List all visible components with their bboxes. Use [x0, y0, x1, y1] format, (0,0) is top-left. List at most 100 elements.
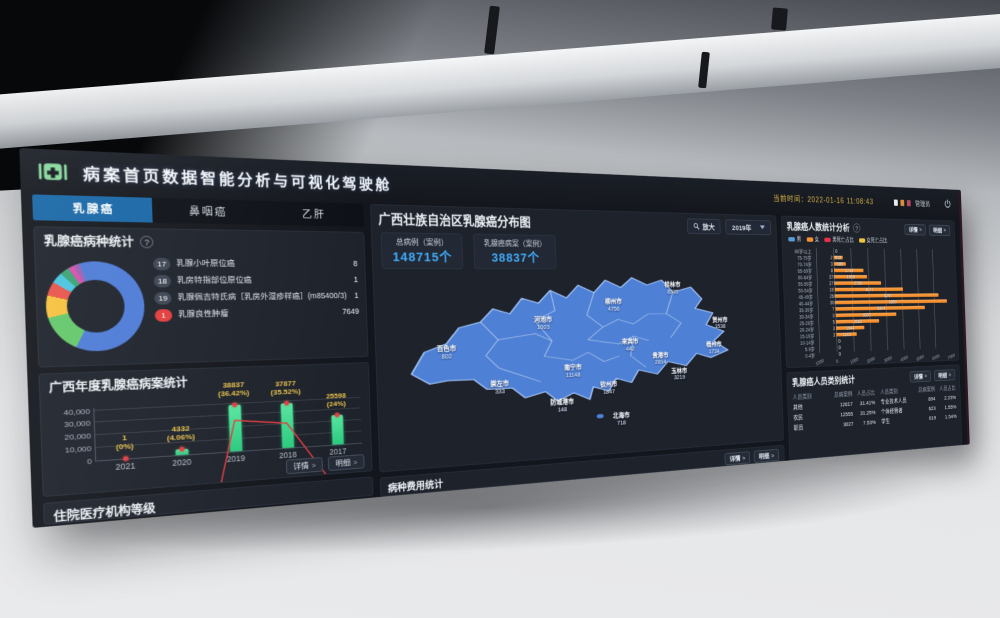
percent-cell: 7.53% [863, 418, 876, 426]
detail-button[interactable]: 明细 > [934, 368, 956, 381]
legend-label: 男死亡占比 [832, 236, 854, 244]
arrow-icon: > [311, 460, 316, 470]
male-value-label: 19 [829, 287, 834, 293]
x-tick-label: 7000 [947, 353, 956, 361]
map-zoom-button[interactable]: 放大 [687, 217, 721, 234]
annual-plot-area: 0 10,000 20,000 30,000 40,000 1 (0%) 2021 4332 (4… [63, 379, 363, 462]
female-value-label: 1193 [842, 331, 851, 338]
legend-item: 19 乳腺佩吉特氏病［乳房外湿疹样癌］(m85400/3) 1 [154, 291, 359, 305]
arrow-icon: > [924, 372, 927, 380]
arrow-icon: > [919, 226, 922, 233]
category-cell: 职员 [793, 423, 804, 432]
cases-cell: 623 [928, 404, 936, 412]
disease-stats-panel: 乳腺癌病种统计 ? 17 乳腺小叶原位癌 8 18 乳房特指部位原位癌 1 19 乳腺佩吉特氏… [33, 226, 369, 368]
y-axis-label: 20,000 [64, 431, 92, 442]
female-value-label: 1906 [846, 274, 855, 280]
detail-button[interactable]: 明细 > [753, 448, 780, 463]
tab-乙肝[interactable]: 乙肝 [301, 209, 326, 221]
percent-cell: 31.25% [860, 408, 876, 417]
button-label: 明细 [933, 226, 943, 234]
arrow-icon: > [771, 451, 775, 459]
legend-label: 乳腺良性肿瘤 [178, 308, 229, 319]
age-panel-title: 乳腺癌人数统计分析 [786, 221, 850, 234]
detail-button[interactable]: 详情 > [724, 451, 751, 466]
female-value-label: 3630 [862, 312, 871, 318]
current-time: 当前时间：2022-01-16 11:08:43 [772, 193, 874, 207]
male-value-label: 5 [832, 319, 835, 325]
bar-value-label: 38837 (36.42%) [217, 380, 250, 399]
percent-cell: 1.54% [944, 412, 957, 420]
legend-badge: 19 [154, 292, 172, 305]
dashboard-body: 乳腺癌 鼻咽癌 乙肝 乳腺癌病种统计 ? 17 乳腺小叶原位癌 8 18 乳房特指部位原位癌… [21, 192, 967, 528]
category-stats-panel: 乳腺癌人员类别统计 详情 > 明细 > 人员类别 总病案例 人员占比 其他 12617 31.4… [786, 364, 963, 461]
disease-panel-title: 乳腺癌病种统计 [43, 234, 135, 250]
header-bar: 病案首页数据智能分析与可视化驾驶舱 当前时间：2022-01-16 11:08:… [19, 148, 960, 220]
y-axis-label: 40,000 [63, 406, 91, 417]
cases-cell: 619 [928, 414, 937, 421]
age-pyramid-chart: 80岁以上 0 75-79岁 532 2 70-74岁 689 3 65-69岁 1734 8 60-… [786, 247, 956, 367]
female-value-label: 0 [835, 248, 838, 254]
col-header: 总病案例 [918, 385, 936, 393]
brand-logo: 管理员 [894, 197, 930, 208]
legend-label: 乳房特指部位原位癌 [176, 275, 252, 285]
male-value-label: 26 [829, 293, 834, 299]
male-value-label: 27 [829, 280, 834, 286]
power-icon[interactable] [943, 199, 952, 210]
button-label: 详情 [913, 372, 923, 380]
help-icon[interactable]: ? [852, 223, 861, 233]
category-cell: 学生 [881, 417, 891, 425]
brand-glyph [907, 199, 911, 206]
legend-item: 男 [788, 235, 801, 243]
female-value-label: 0 [838, 351, 842, 357]
app-logo-icon [35, 158, 70, 184]
x-tick-label: 2000 [866, 356, 876, 365]
legend-swatch [788, 236, 795, 242]
female-value-label: 5404 [877, 305, 886, 311]
legend-value: 7649 [342, 306, 360, 316]
col-header: 总病案例 [833, 390, 853, 398]
x-tick-label: 6000 [931, 353, 941, 362]
x-tick-label: 1000 [849, 357, 860, 366]
tab-乳腺癌[interactable]: 乳腺癌 [32, 194, 153, 223]
legend-item: 17 乳腺小叶原位癌 8 [152, 257, 358, 271]
category-table: 人员类别 总病案例 人员占比 专业技术人员 894 2.23% 个体经营者 623 1.55% 学… [880, 383, 957, 426]
button-label: 明细 [938, 371, 948, 379]
help-icon[interactable]: ? [139, 235, 154, 249]
detail-button[interactable]: 明细 > [928, 224, 951, 236]
legend-label: 乳腺佩吉特氏病［乳房外湿疹样癌］(m85400/3) [177, 290, 347, 302]
x-tick-label: 4000 [899, 355, 909, 364]
x-tick-label: 1000 [815, 358, 825, 367]
guangxi-map: 桂林市 8335 柳州市 4756 河池市 1003 贺州市 1538 百色市 802 来宾市 442… [380, 265, 778, 468]
arrow-icon: > [943, 227, 947, 234]
legend-value: 8 [353, 259, 358, 268]
button-label: 详情 [292, 460, 309, 472]
page-title: 病案首页数据智能分析与可视化驾驶舱 [82, 166, 393, 194]
female-value-label: 2563 [853, 318, 863, 324]
age-panel-buttons: 详情 > 明细 > [904, 223, 951, 236]
x-tick-label: 3000 [883, 355, 893, 364]
female-value-label: 4077 [865, 286, 874, 292]
cases-cell: 12555 [840, 410, 854, 418]
legend-swatch [858, 237, 865, 243]
female-value-label: 6297 [883, 293, 893, 299]
tab-鼻咽癌[interactable]: 鼻咽癌 [188, 206, 228, 219]
col-header: 人员占比 [939, 384, 956, 392]
detail-button[interactable]: 详情 > [909, 370, 932, 383]
button-label: 明细 [335, 457, 351, 468]
cases-cell: 894 [928, 395, 936, 402]
female-value-label: 0 [838, 344, 841, 351]
annual-cases-panel: 广西年度乳腺癌病案统计 0 10,000 20,000 30,000 40,000 1 (0… [38, 362, 373, 498]
male-value-label: 8 [830, 267, 834, 273]
arrow-icon: > [353, 457, 358, 466]
disease-donut-chart [44, 261, 146, 353]
detail-button[interactable]: 详情 > [904, 223, 927, 236]
percent-cell: 31.41% [859, 398, 876, 407]
male-value-label: 7 [832, 306, 835, 312]
cases-cell: 12617 [839, 400, 853, 408]
button-label: 明细 [758, 451, 770, 461]
detail-button[interactable]: 详情 > [285, 457, 324, 475]
detail-button[interactable]: 明细 > [328, 454, 365, 472]
female-value-label: 532 [834, 255, 842, 261]
year-select[interactable]: 2019年 [725, 218, 772, 235]
brand-glyph [894, 199, 899, 206]
